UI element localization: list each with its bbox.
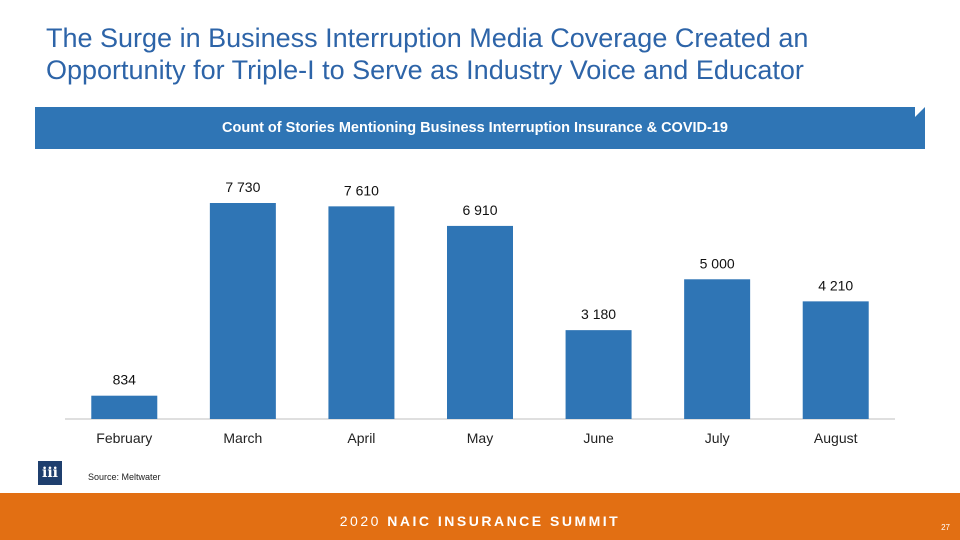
bar-april [328, 206, 395, 419]
data-label-may: 6 910 [462, 202, 497, 218]
x-tick-february: February [96, 430, 152, 446]
data-label-july: 5 000 [700, 255, 735, 271]
footer-year: 2020 [339, 513, 381, 529]
slide-title: The Surge in Business Interruption Media… [46, 22, 926, 86]
banner-corner-fold [915, 107, 925, 117]
x-tick-march: March [223, 430, 262, 446]
bar-chart: 834 February 7 730 March 7 610 April 6 910 May 3… [65, 179, 895, 446]
footer-event-title: 2020 NAIC INSURANCE SUMMIT [0, 513, 960, 529]
chart-title-banner [35, 107, 925, 149]
slide-title-line-1: The Surge in Business Interruption Media… [46, 23, 809, 53]
page-number: 27 [941, 523, 950, 532]
bar-june [565, 330, 632, 419]
bar-may [447, 225, 513, 419]
data-label-june: 3 180 [581, 306, 616, 322]
x-tick-may: May [467, 430, 493, 446]
x-tick-august: August [814, 430, 858, 446]
data-label-february: 834 [113, 372, 137, 388]
source-note: Source: Meltwater [88, 472, 161, 482]
x-tick-june: June [583, 430, 614, 446]
x-tick-april: April [347, 430, 375, 446]
data-label-april: 7 610 [344, 182, 379, 198]
bar-march [209, 203, 276, 419]
slide-title-line-2: Opportunity for Triple-I to Serve as Ind… [46, 55, 804, 85]
chart-title: Count of Stories Mentioning Business Int… [222, 120, 728, 136]
x-tick-july: July [705, 430, 730, 446]
bar-february [91, 395, 158, 419]
triple-i-logo: iii [38, 461, 62, 485]
bar-july [684, 279, 751, 419]
footer-bar [0, 493, 960, 540]
data-label-august: 4 210 [818, 277, 853, 293]
bar-august [802, 301, 869, 419]
footer-event-name: NAIC INSURANCE SUMMIT [387, 513, 621, 529]
data-label-march: 7 730 [225, 179, 260, 195]
